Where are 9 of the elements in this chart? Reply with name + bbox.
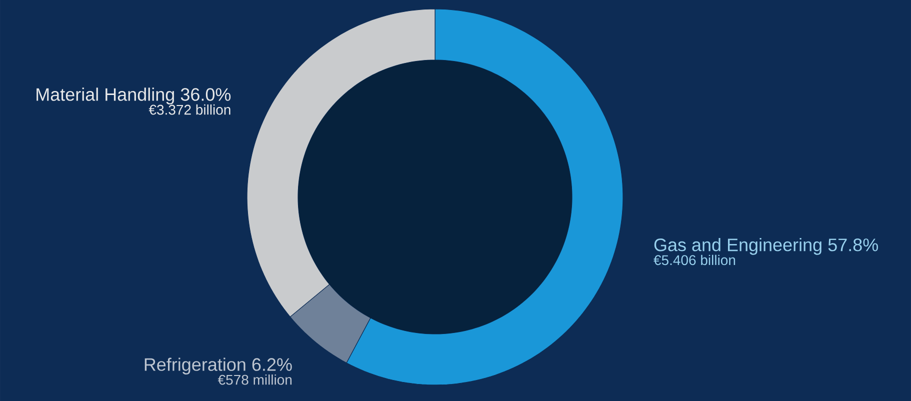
slice-label: Refrigeration xyxy=(144,358,246,374)
slice-label: Material Handling xyxy=(36,88,174,104)
text: €578 million xyxy=(218,374,292,385)
data-label: 6.2% xyxy=(252,358,292,371)
text: €3.372 billion xyxy=(148,104,230,115)
data-label: 36.0% xyxy=(180,88,231,101)
text: €5.406 billion xyxy=(654,254,736,266)
data-label: 57.8% xyxy=(828,238,878,252)
slice-label: Gas and Engineering xyxy=(654,238,822,255)
